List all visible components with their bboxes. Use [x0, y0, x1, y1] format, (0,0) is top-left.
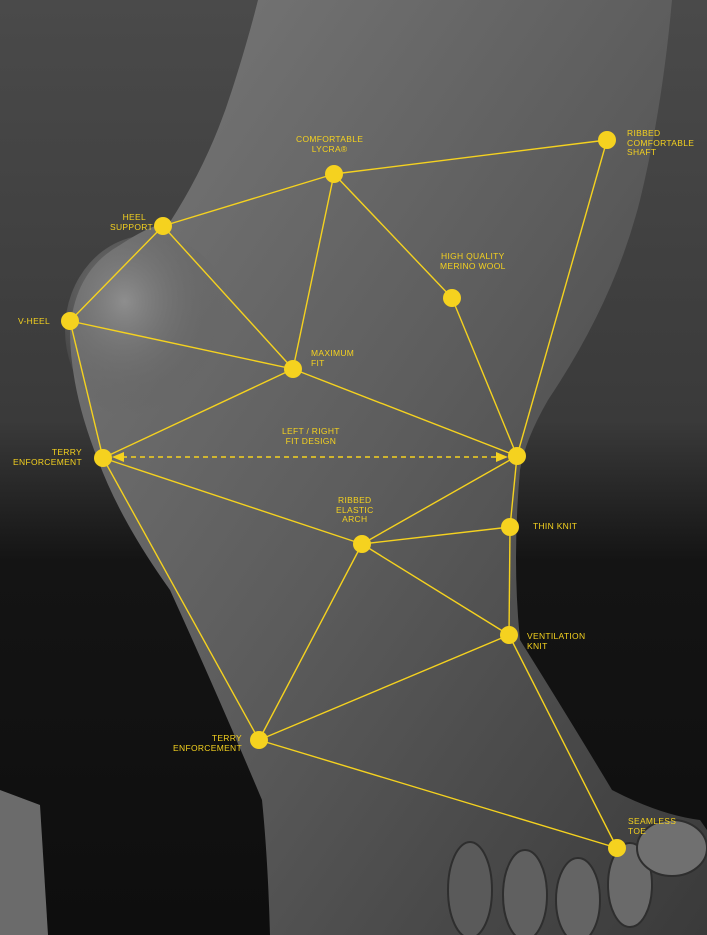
connector-line [102, 368, 294, 459]
feature-node-vent [500, 626, 518, 644]
connector-line [508, 634, 618, 849]
feature-node-terry2 [250, 731, 268, 749]
feature-node-shaft [598, 131, 616, 149]
feature-node-vheel [61, 312, 79, 330]
connector-line [102, 457, 260, 741]
feature-node-lycra [325, 165, 343, 183]
connector-line [69, 225, 164, 322]
connector-line [102, 457, 363, 545]
label-thin-knit: THIN KNIT [533, 521, 578, 531]
arrow-left-head [112, 452, 124, 462]
feature-node-terry1 [94, 449, 112, 467]
label-seamless-toe: SEAMLESS TOE [628, 816, 677, 836]
connector-line [333, 173, 453, 299]
connector-line [162, 225, 294, 370]
connector-line [69, 320, 104, 459]
connector-line [292, 173, 335, 370]
toe [447, 841, 493, 935]
label-ribbed-comfortable-shaft: RIBBED COMFORTABLE SHAFT [627, 128, 695, 157]
arrow-right-head [496, 452, 508, 462]
label-terry-enforcement-lower: TERRY ENFORCEMENT [173, 733, 242, 753]
feature-node-arch [353, 535, 371, 553]
toe [555, 857, 601, 935]
feature-node-fit [284, 360, 302, 378]
connector-line [69, 320, 294, 370]
label-maximum-fit: MAXIMUM FIT [311, 348, 355, 368]
toe [607, 842, 653, 928]
connector-line [516, 139, 608, 457]
big-toe [636, 819, 707, 877]
sock-corner [0, 790, 48, 935]
label-terry-enforcement-upper: TERRY ENFORCEMENT [13, 447, 82, 467]
foot-silhouette [70, 0, 707, 935]
feature-node-mid [508, 447, 526, 465]
label-heel-support: HEEL SUPPORT [110, 212, 154, 232]
label-ventilation-knit: VENTILATION KNIT [527, 631, 586, 651]
toe [502, 849, 548, 935]
feature-node-wool [443, 289, 461, 307]
label-ribbed-elastic-arch: RIBBED ELASTIC ARCH [336, 495, 374, 524]
feature-node-heel [154, 217, 172, 235]
label-v-heel: V-HEEL [18, 316, 51, 326]
connector-line [509, 455, 518, 528]
connector-line [508, 526, 511, 636]
feature-node-toe [608, 839, 626, 857]
connector-line [361, 526, 511, 545]
label-comfortable-lycra: COMFORTABLE LYCRA® [296, 134, 364, 154]
feature-node-thin [501, 518, 519, 536]
connector-line [258, 739, 618, 849]
label-left-right-fit-design: LEFT / RIGHT FIT DESIGN [282, 426, 340, 446]
connector-line [292, 368, 518, 457]
connector-line [451, 297, 518, 457]
label-merino-wool: HIGH QUALITY MERINO WOOL [440, 251, 506, 271]
connector-line [333, 139, 608, 175]
connector-line [361, 543, 510, 636]
connector-line [258, 543, 363, 741]
connector-line [361, 455, 518, 545]
connector-line [258, 634, 510, 741]
connector-line [162, 173, 335, 227]
